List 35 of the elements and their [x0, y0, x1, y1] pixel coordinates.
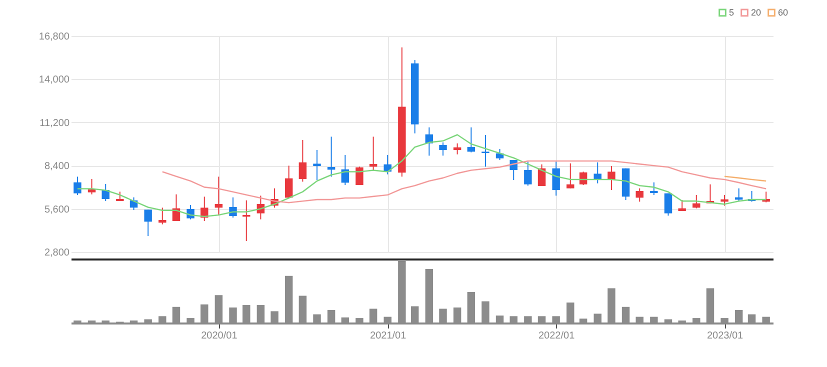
y-tick-label: 2,800 — [44, 248, 70, 258]
candlestick — [608, 166, 616, 191]
candlestick — [284, 165, 293, 199]
y-tick-label: 8,400 — [44, 161, 70, 172]
x-tick-label: 2021/01 — [370, 330, 407, 342]
candlestick — [482, 134, 490, 168]
x-tick-label: 2022/01 — [538, 330, 576, 342]
candlestick — [692, 194, 700, 209]
y-tick-label: 5,600 — [44, 204, 70, 216]
candlestick — [158, 207, 166, 225]
candlestick — [636, 188, 644, 202]
legend-label: 5 — [729, 8, 734, 18]
candlestick — [650, 182, 658, 196]
candlestick — [453, 142, 462, 155]
candlestick — [566, 162, 574, 189]
x-tick-label: 2020/01 — [201, 330, 238, 342]
candlestick — [214, 176, 223, 216]
x-tick-label: 2023/01 — [706, 330, 744, 342]
y-tick-label: 11,200 — [40, 118, 70, 129]
candlestick — [298, 140, 307, 182]
candlestick — [327, 136, 336, 178]
candlestick — [467, 126, 476, 153]
candlestick — [439, 142, 447, 156]
legend-label: 60 — [778, 8, 788, 18]
candlestick — [74, 176, 82, 196]
candlestick — [524, 161, 532, 186]
y-tick-label: 14,000 — [38, 74, 70, 86]
y-tick-label: 16,800 — [38, 32, 70, 42]
candlestick — [313, 150, 321, 181]
candlestick — [88, 178, 96, 195]
legend-label: 20 — [751, 8, 762, 18]
candlestick — [144, 209, 152, 236]
candlestick — [552, 161, 560, 196]
candlestick — [369, 136, 378, 172]
candlestick — [664, 192, 672, 216]
